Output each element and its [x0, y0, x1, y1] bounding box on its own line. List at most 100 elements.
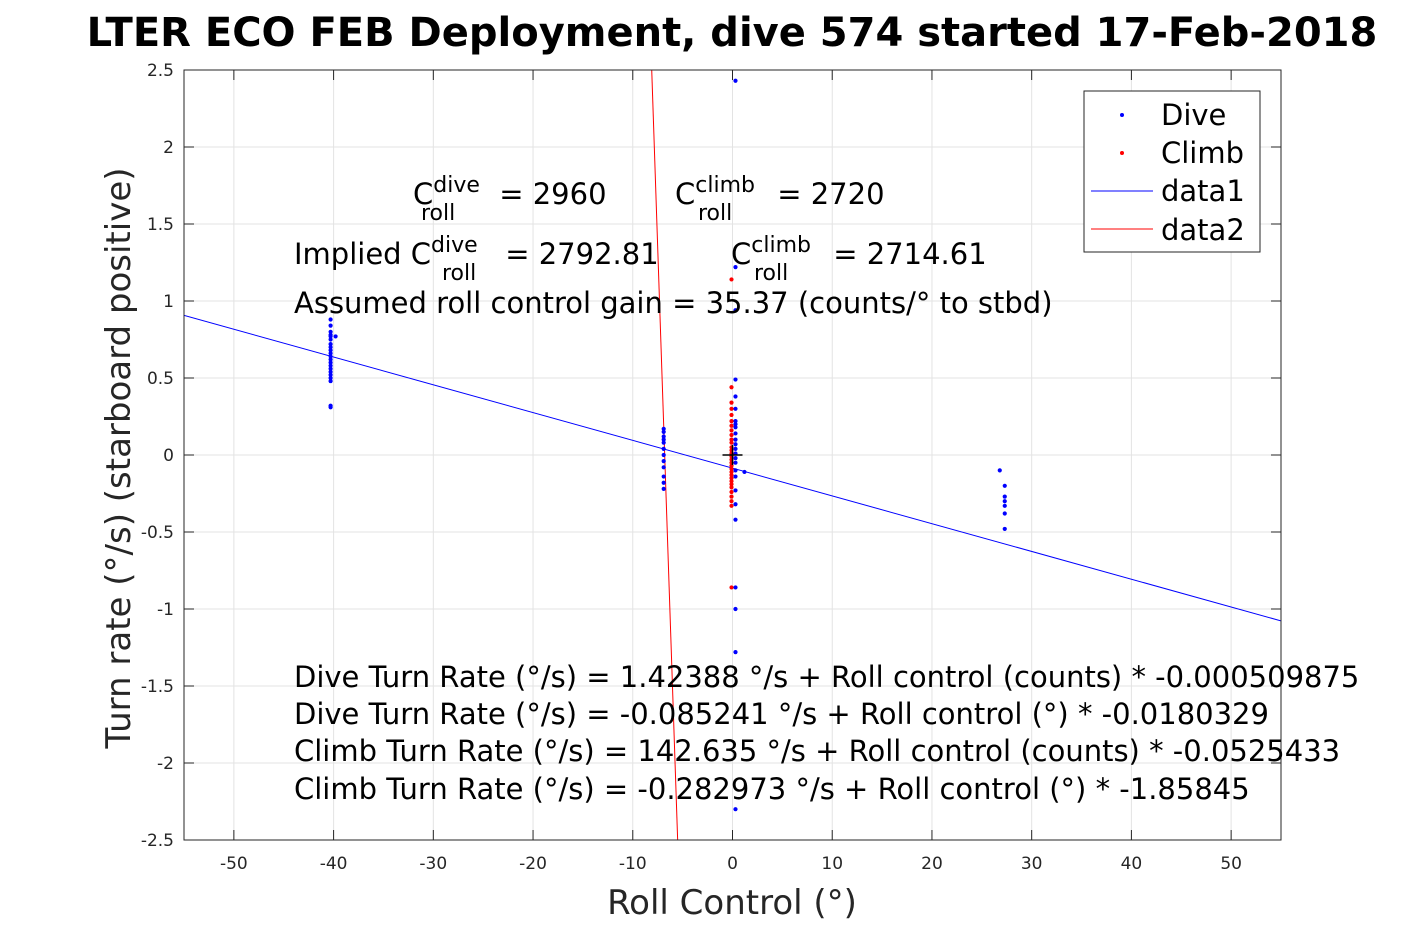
point-climb — [729, 432, 734, 438]
x-tick-label: 10 — [821, 854, 843, 874]
point-dive — [328, 329, 333, 334]
point-dive — [1002, 483, 1007, 488]
point-dive — [733, 442, 738, 447]
point-climb — [729, 423, 734, 428]
y-tick-label: -1.5 — [141, 677, 174, 697]
point-dive — [733, 650, 738, 655]
annotation-equation-2: Dive Turn Rate (°/s) = -0.085241 °/s + R… — [294, 697, 1269, 731]
x-tick-label: -20 — [519, 854, 547, 874]
point-dive — [1002, 511, 1007, 516]
point-dive — [661, 459, 666, 464]
data-points — [328, 78, 1007, 812]
point-dive — [661, 486, 666, 491]
point-dive — [997, 468, 1002, 473]
point-dive — [328, 345, 333, 350]
legend-label-data1: data1 — [1161, 174, 1245, 208]
annotation-c-dive: Cdive roll = 2960 — [413, 173, 607, 226]
y-tick-label: -2.5 — [141, 831, 174, 851]
x-tick-label: 0 — [727, 854, 738, 874]
y-tick-label: 0.5 — [147, 369, 174, 389]
legend-box — [1083, 90, 1261, 253]
point-dive — [733, 265, 738, 270]
point-dive — [1002, 503, 1007, 508]
annotation-equation-3: Climb Turn Rate (°/s) = 142.635 °/s + Ro… — [294, 734, 1340, 768]
point-climb — [729, 494, 734, 499]
point-climb — [729, 277, 734, 282]
y-tick-label: 2.5 — [147, 61, 174, 81]
point-dive — [328, 378, 333, 384]
x-tick-label: 20 — [921, 854, 943, 874]
point-dive — [1002, 494, 1007, 499]
point-dive — [328, 354, 333, 359]
y-tick-label: 1.5 — [147, 215, 174, 235]
x-tick-label: 50 — [1220, 854, 1242, 874]
point-dive — [328, 375, 333, 381]
x-tick-label: -50 — [220, 854, 248, 874]
point-climb — [729, 585, 734, 590]
point-dive — [733, 431, 738, 436]
point-dive — [733, 455, 738, 461]
point-climb — [729, 412, 734, 418]
x-tick-label: -30 — [419, 854, 447, 874]
point-dive — [733, 406, 738, 411]
point-dive — [661, 452, 666, 458]
legend-label-data2: data2 — [1161, 213, 1245, 247]
point-dive — [328, 405, 333, 410]
legend: Dive Climb data1 data2 — [1083, 90, 1261, 253]
point-climb — [729, 485, 734, 490]
point-dive — [733, 517, 738, 522]
annotation-implied-climb: Cclimb roll = 2714.61 — [731, 233, 987, 286]
point-dive — [328, 317, 333, 322]
point-dive — [328, 351, 333, 356]
point-climb — [729, 419, 734, 424]
y-tick-label: 2 — [163, 138, 174, 158]
point-dive — [328, 360, 333, 365]
legend-label-climb: Climb — [1161, 136, 1244, 170]
point-climb — [729, 479, 734, 484]
point-dive — [1002, 499, 1007, 504]
point-dive — [328, 323, 333, 328]
legend-marker-dive — [1120, 113, 1124, 117]
point-climb — [729, 440, 734, 445]
point-dive — [733, 502, 738, 507]
point-dive — [328, 357, 333, 362]
point-dive — [661, 440, 666, 445]
x-tick-labels: -50 -40 -30 -20 -10 0 10 20 30 40 50 — [220, 854, 1242, 874]
point-climb — [729, 503, 734, 508]
point-climb — [729, 489, 734, 495]
point-dive — [328, 369, 333, 374]
point-climb — [729, 472, 734, 478]
y-axis-label: Turn rate (°/s) (starboard positive) — [99, 167, 139, 749]
point-climb — [729, 499, 734, 504]
point-dive — [661, 434, 666, 439]
annotation-equation-1: Dive Turn Rate (°/s) = 1.42388 °/s + Rol… — [294, 660, 1359, 694]
point-dive — [733, 446, 738, 451]
point-climb — [729, 428, 734, 433]
x-tick-label: 40 — [1121, 854, 1143, 874]
point-climb — [729, 385, 734, 390]
point-climb — [729, 476, 734, 481]
point-dive — [733, 474, 738, 479]
point-dive — [328, 332, 333, 337]
y-tick-label: 0 — [163, 446, 174, 466]
point-dive — [328, 366, 333, 371]
point-dive — [328, 348, 333, 353]
point-dive — [733, 422, 738, 427]
annotation-c-climb: Cclimb roll = 2720 — [675, 173, 885, 226]
annotation-equation-4: Climb Turn Rate (°/s) = -0.282973 °/s + … — [294, 772, 1250, 806]
y-tick-label: -2 — [157, 754, 174, 774]
point-dive — [661, 465, 666, 470]
point-dive — [661, 429, 666, 434]
chart-title: LTER ECO FEB Deployment, dive 574 starte… — [87, 10, 1378, 56]
x-axis-label: Roll Control (°) — [607, 883, 857, 923]
point-dive — [733, 807, 738, 812]
point-dive — [733, 308, 738, 313]
point-climb — [729, 482, 734, 487]
legend-marker-climb — [1120, 151, 1124, 155]
point-dive — [661, 437, 666, 442]
point-dive — [733, 488, 738, 493]
point-climb — [729, 437, 734, 442]
point-dive — [733, 606, 738, 612]
point-dive — [733, 425, 738, 430]
annotations: Cdive roll = 2960 Cclimb roll = 2720 Impli… — [294, 173, 1359, 806]
